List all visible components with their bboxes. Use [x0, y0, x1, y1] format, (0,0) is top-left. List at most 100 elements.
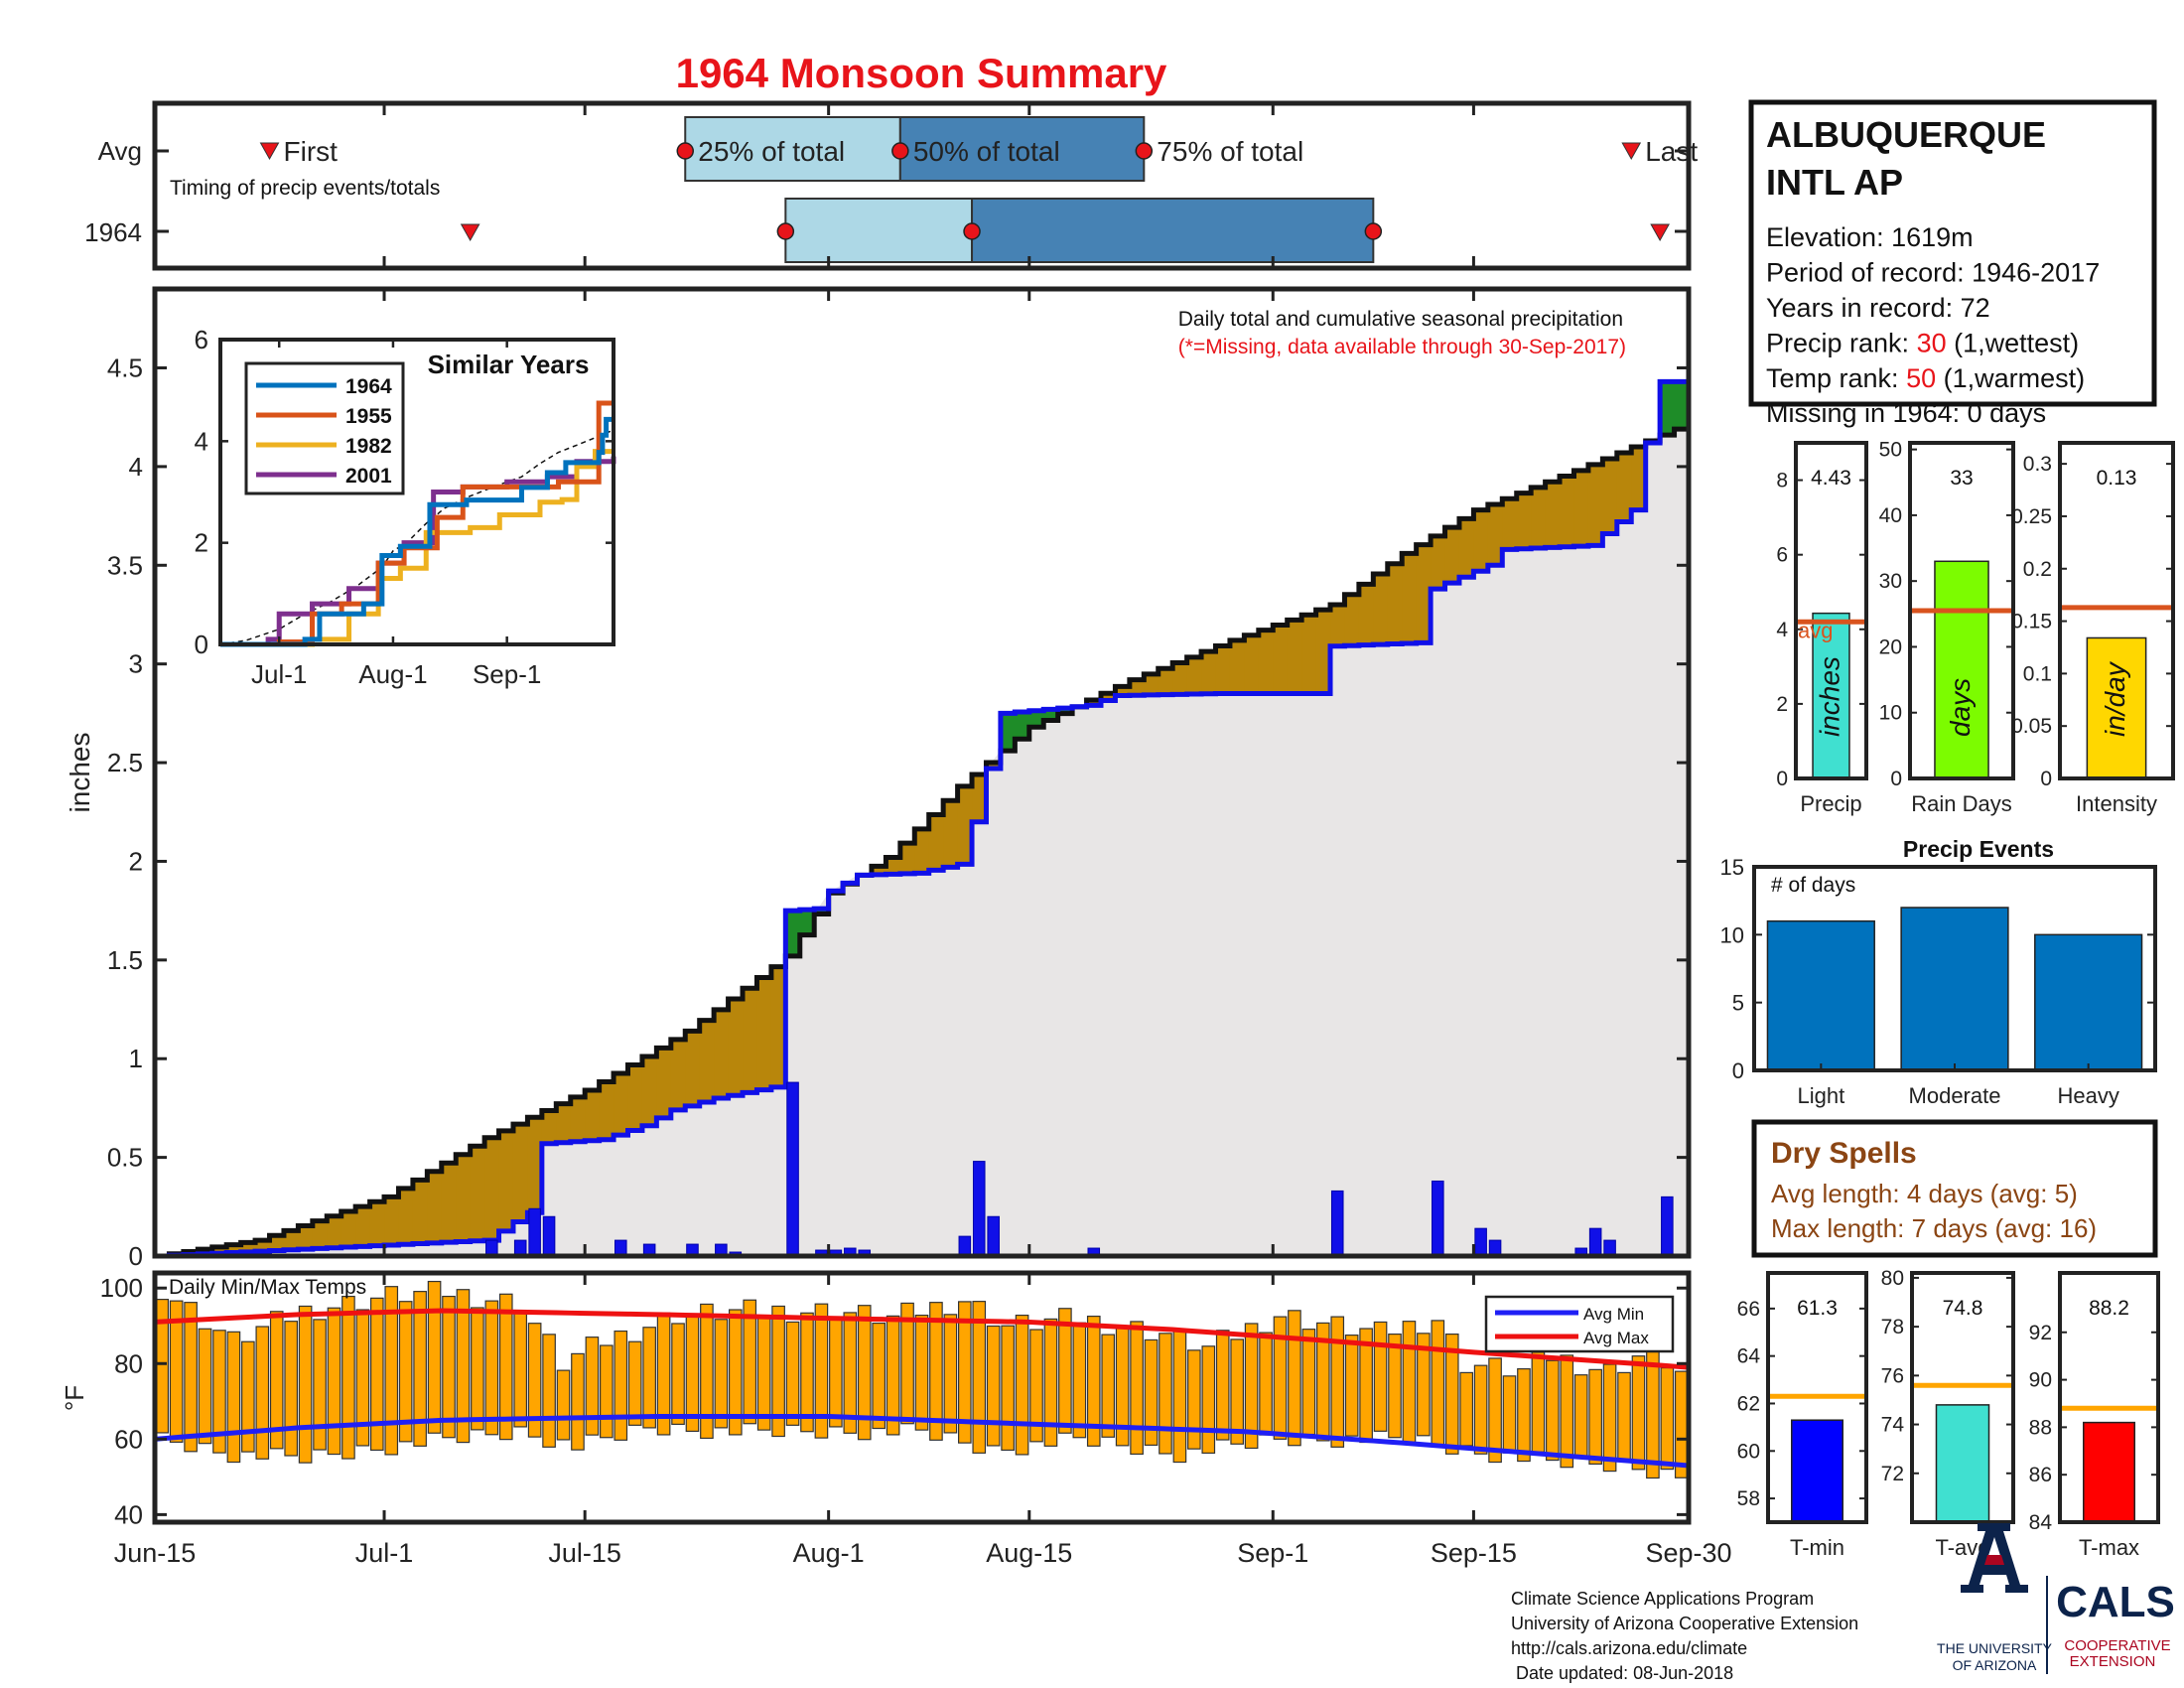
small-ytick-label: 72 [1881, 1463, 1904, 1485]
ua-a-letter-icon [1961, 1523, 2028, 1593]
daily-precip-bar [987, 1215, 1000, 1256]
deficit-area [1100, 693, 1117, 701]
deficit-area [1330, 605, 1346, 646]
unit-label: in/day [2100, 660, 2130, 737]
deficit-area [1587, 464, 1603, 546]
temp-range-bar [1130, 1321, 1144, 1456]
temp-range-bar [571, 1352, 585, 1451]
dry-spells-max: Max length: 7 days (avg: 16) [1771, 1213, 2097, 1243]
station-line: Elevation: 1619m [1766, 222, 1974, 252]
value-bar [1935, 1404, 1990, 1523]
deficit-area [770, 966, 786, 1087]
timing-panel: First 25% of total 50% of total 75% of tota… [84, 100, 1698, 271]
deficit-area [512, 1124, 529, 1222]
deficit-area [1458, 518, 1475, 578]
events-ytick-label: 15 [1720, 855, 1744, 880]
deficit-area [714, 1009, 730, 1098]
inset-ytick-label: 2 [195, 528, 208, 558]
cumulative-1964-line [155, 378, 1689, 1256]
main-plot-frame [152, 286, 1692, 1259]
dry-spells-avg: Avg length: 4 days (avg: 5) [1771, 1179, 2078, 1208]
temp-ytick-label: 100 [100, 1273, 143, 1303]
small-chart-frame [2058, 1271, 2160, 1524]
small-ytick-label: 0.25 [2011, 505, 2052, 528]
deficit-area [1158, 668, 1173, 695]
temp-range-bar [886, 1315, 900, 1436]
footer-line-1: Climate Science Applications Program [1511, 1589, 1814, 1609]
deficit-area [1416, 544, 1432, 643]
station-frame [1748, 99, 2157, 407]
deficit-area [1573, 470, 1589, 547]
deficit-area [1373, 574, 1389, 645]
value-label: 33 [1950, 467, 1973, 490]
station-name-line2: INTL AP [1766, 162, 1903, 203]
date-tick-label: Aug-15 [986, 1538, 1072, 1568]
small-ytick-label: 0.05 [2011, 715, 2052, 738]
temp-ytick-label: 60 [114, 1424, 143, 1454]
date-tick-label: Jun-15 [114, 1538, 197, 1568]
temp-range-bar [398, 1301, 413, 1443]
temp-range-bar [284, 1321, 298, 1457]
main-ytick-label: 3.5 [107, 550, 143, 580]
temp-range-bar [1001, 1325, 1015, 1452]
timing-row-label-year: 1964 [84, 217, 142, 247]
events-bar-heavy [2034, 933, 2143, 1071]
small-ytick-label: 64 [1737, 1345, 1761, 1368]
xlabel: Precip [1800, 791, 1861, 816]
events-category-label: Moderate [1909, 1083, 2001, 1108]
small-ytick-label: 60 [1737, 1440, 1760, 1463]
small-ytick-label: 40 [1879, 504, 1902, 527]
inset-xtick-label: Jul-1 [251, 659, 307, 689]
temp-range-bar [1288, 1310, 1301, 1447]
surplus-area [1660, 381, 1676, 436]
deficit-area [541, 1110, 557, 1144]
deficit-area [1487, 503, 1503, 566]
small-ytick-label: 90 [2029, 1369, 2052, 1392]
deficit-area [614, 1072, 629, 1136]
deficit-area [412, 1180, 428, 1244]
small-ytick-label: 30 [1879, 570, 1902, 593]
avg-box-25-50 [684, 116, 901, 182]
deficit-area [470, 1146, 485, 1241]
daily-precip-bar [686, 1243, 699, 1256]
events-ytick-label: 10 [1720, 922, 1744, 947]
temp-range-bar [728, 1309, 743, 1436]
small-ytick-label: 0.3 [2023, 453, 2052, 476]
temp-range-bar [1301, 1329, 1316, 1436]
temp-range-bar [929, 1302, 943, 1441]
temp-range-bar [1315, 1322, 1330, 1442]
unit-label: days [1945, 678, 1976, 737]
temp-range-bar [1244, 1323, 1259, 1450]
temp-range-bar [226, 1331, 241, 1464]
temp-range-bar [1531, 1351, 1546, 1453]
temp-range-bar [1573, 1374, 1588, 1458]
year-p25-marker [776, 222, 795, 240]
small-ytick-label: 6 [1776, 544, 1788, 567]
events-frame [1752, 865, 2157, 1072]
surplus-area [1057, 708, 1073, 714]
ua-logo-line1: THE UNIVERSITY [1937, 1640, 2053, 1656]
deficit-area [1172, 662, 1188, 695]
small-chart-frame [1766, 1271, 1868, 1524]
legend-label-2001: 2001 [345, 465, 392, 488]
temp-legend-box [1484, 1295, 1675, 1353]
temp-range-bar [1546, 1359, 1560, 1462]
date-tick-label: Aug-1 [793, 1538, 865, 1568]
deficit-area [556, 1103, 572, 1143]
temp-ytick-label: 80 [114, 1348, 143, 1378]
temp-range-bar [384, 1286, 399, 1456]
small-ytick-label: 84 [2029, 1511, 2053, 1534]
temp-range-bar [471, 1307, 484, 1431]
temp-range-bar [556, 1369, 571, 1441]
small-chart-frame [1794, 441, 1868, 780]
small-ytick-label: 2 [1776, 693, 1788, 716]
station-name-line1: ALBUQUERQUE [1766, 114, 2046, 155]
events-bar-moderate [1900, 907, 2009, 1071]
temp-range-bar [456, 1289, 471, 1444]
small-ytick-label: 4 [1776, 619, 1788, 641]
station-line-text: Missing in 1964: 0 days [1766, 398, 2046, 428]
dry-spells-frame [1751, 1119, 2158, 1258]
temp-range-bar [1201, 1345, 1216, 1454]
deficit-area [1631, 447, 1647, 510]
avg-label: avg [1798, 618, 1833, 642]
